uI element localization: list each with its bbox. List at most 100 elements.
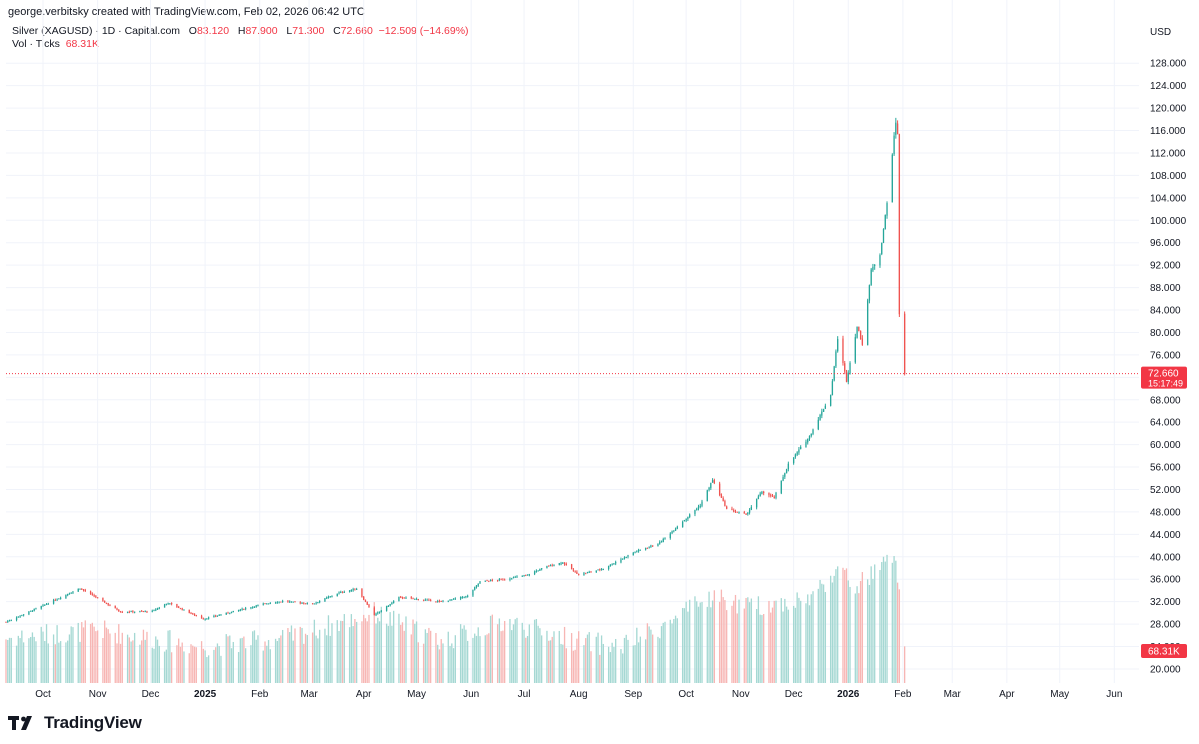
volume-bar (241, 637, 243, 683)
candle-body (250, 607, 252, 609)
volume-bar (891, 562, 893, 683)
candle-body (845, 371, 848, 382)
candle-body (472, 589, 474, 596)
candle-body (674, 528, 677, 531)
volume-bar (829, 575, 832, 683)
volume-bar (70, 626, 72, 683)
volume-bar (574, 649, 576, 683)
candle-body (842, 338, 844, 363)
volume-bar (77, 622, 79, 683)
candle-body (664, 537, 666, 539)
change-value: −12.509 (−14.69%) (378, 25, 469, 37)
candle-body (218, 614, 220, 616)
candle-body (422, 599, 425, 601)
candle-body (572, 569, 575, 571)
volume-bar (10, 637, 12, 683)
candle-body (289, 601, 291, 603)
candle-body (454, 598, 456, 600)
candle-body (535, 570, 538, 572)
volume-bar (597, 632, 599, 683)
volume-label[interactable]: Vol · Ticks (12, 38, 60, 50)
volume-bar (504, 620, 506, 683)
volume-bar (859, 580, 862, 683)
candle-body (183, 609, 185, 611)
candle-body (504, 579, 506, 581)
candle-body (318, 601, 321, 603)
volume-bar (609, 652, 612, 683)
candle-body (215, 615, 217, 617)
candle-body (102, 597, 104, 601)
price-axis[interactable]: USD 128.000 124.000 120.000 116.000 112.000 10… (1141, 27, 1187, 675)
volume-bar (30, 636, 32, 683)
volume-bar (833, 575, 835, 683)
candle-body (541, 568, 543, 570)
candle-body (188, 609, 190, 613)
time-axis[interactable]: Oct Nov Dec 2025 Feb Mar Apr May Jun Jul Aug Sep Oct… (35, 689, 1122, 700)
volume-bar (528, 624, 530, 683)
volume-bar (726, 610, 728, 683)
candle-body (200, 615, 203, 619)
volume-bar (132, 640, 134, 683)
price-tick-label: 36.000 (1150, 575, 1181, 586)
volume-bar (318, 629, 321, 683)
candle-body (42, 605, 44, 607)
candle-body (511, 578, 513, 580)
volume-bar (607, 646, 610, 683)
candle-body (726, 506, 728, 509)
tradingview-logo[interactable]: TradingView (8, 713, 142, 733)
candle-body (489, 580, 492, 582)
candle-body (676, 526, 679, 529)
candle-body (585, 573, 587, 575)
volume-bar (496, 624, 499, 683)
candle-body (812, 429, 814, 434)
candle-body (798, 449, 800, 453)
volume-bar (736, 613, 738, 683)
candle-body (141, 610, 143, 612)
volume-bar (178, 638, 180, 683)
candle-body (856, 326, 858, 338)
volume-bar (662, 622, 664, 683)
volume-bar (31, 632, 34, 683)
volume-bar (447, 631, 449, 683)
volume-bar (854, 593, 856, 683)
candle-body (350, 589, 353, 591)
candle-body (68, 593, 71, 595)
volume-bar (611, 642, 613, 683)
volume-bar (623, 637, 626, 683)
volume-bar (366, 621, 368, 683)
volume-bar (7, 639, 9, 683)
candle-body (859, 330, 862, 339)
volume-bar (509, 618, 511, 683)
candle-body (807, 438, 809, 443)
volume-bar (625, 634, 627, 683)
candle-body (650, 545, 652, 547)
candle-body (401, 597, 404, 599)
volume-bar (170, 652, 173, 683)
volume-bar (181, 642, 183, 683)
candle-body (170, 603, 173, 605)
volume-bar (526, 636, 529, 683)
volume-bar (264, 641, 266, 683)
volume-bar (622, 653, 624, 683)
candle-body (565, 563, 567, 565)
volume-bar (570, 633, 573, 683)
candle-body (849, 362, 851, 374)
volume-bar (810, 594, 812, 683)
candle-body (306, 602, 308, 604)
volume-bar (377, 617, 379, 683)
volume-bar (757, 596, 760, 683)
price-tick-label: 68.000 (1150, 395, 1181, 406)
volume-bar (207, 655, 210, 683)
time-tick-label: Jun (463, 689, 479, 700)
volume-bar (523, 629, 525, 683)
volume-bar (861, 572, 864, 683)
volume-bar (733, 600, 735, 683)
candle-body (227, 612, 229, 614)
symbol-name[interactable]: Silver (XAGUSD) · 1D · Capital.com (12, 25, 181, 37)
candle-body (19, 615, 21, 617)
time-tick-label: Mar (300, 689, 318, 700)
volume-bar (91, 622, 94, 683)
volume-bar (52, 634, 55, 683)
volume-bar (558, 630, 560, 683)
